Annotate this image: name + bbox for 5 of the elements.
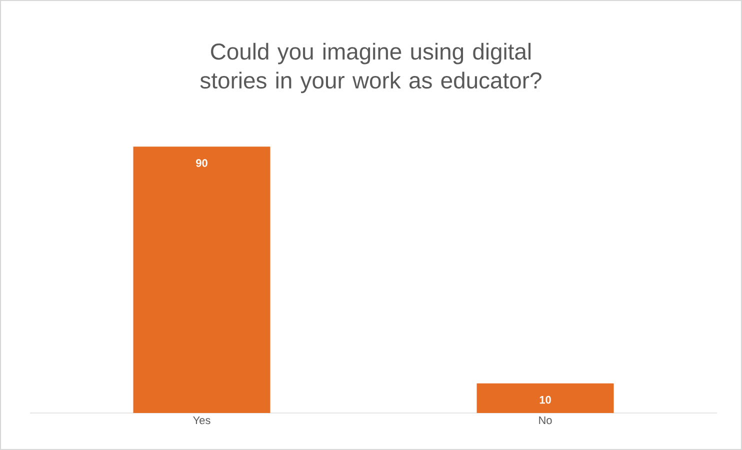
x-tick-label: No [539,416,552,424]
data-label: 10 [540,396,551,404]
x-tick-label: Yes [193,416,210,424]
chart-title: Could you imagine using digital stories in your work as educator? [200,42,542,94]
data-label: 90 [196,159,208,167]
